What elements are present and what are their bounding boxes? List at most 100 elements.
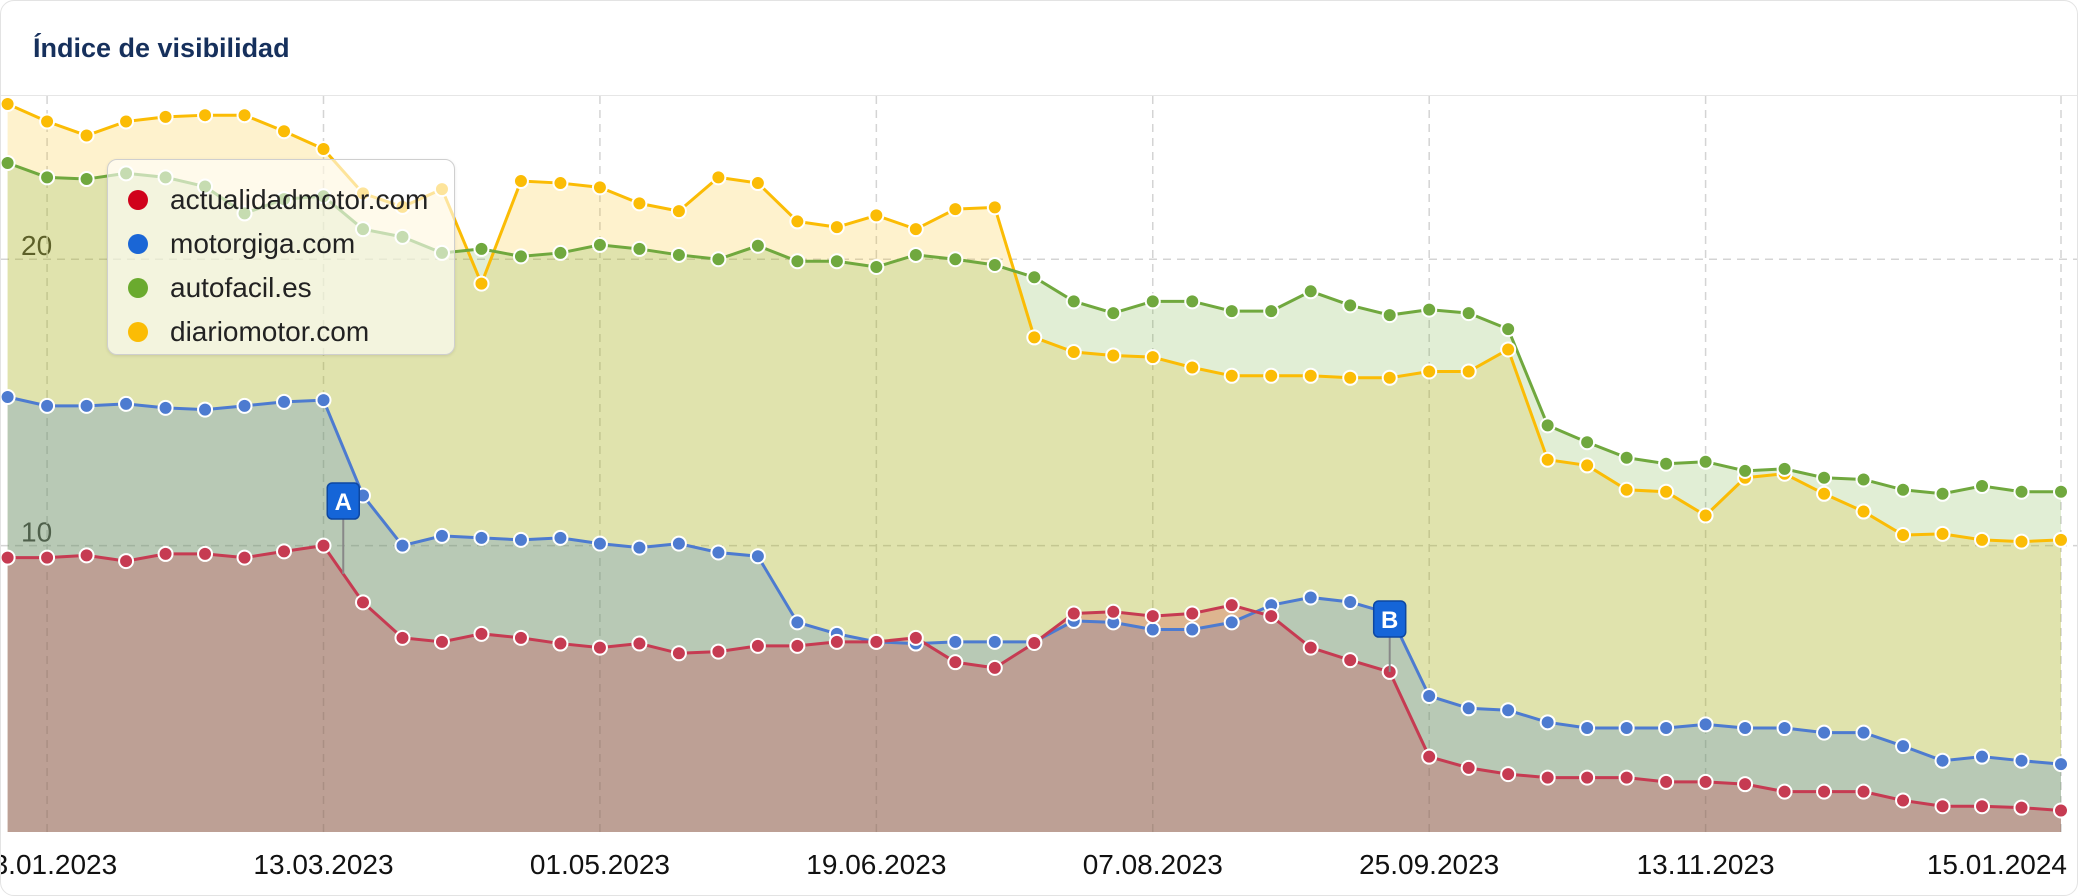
legend-item-motorgiga[interactable]: motorgiga.com (128, 224, 355, 264)
data-point (394, 629, 411, 646)
data-point (1105, 305, 1122, 322)
data-point (631, 195, 648, 212)
data-point (512, 531, 529, 548)
data-point (1460, 700, 1477, 717)
data-point (1184, 359, 1201, 376)
data-point (1776, 460, 1793, 477)
area-diariomotor-com (7, 104, 2061, 832)
legend-label: diariomotor.com (170, 316, 370, 347)
data-point (1, 549, 16, 566)
data-point (1184, 293, 1201, 310)
legend-label: actualidadmotor.com (170, 184, 429, 215)
data-point (1855, 471, 1872, 488)
data-point (473, 625, 490, 642)
data-point (1816, 783, 1833, 800)
data-point (1855, 783, 1872, 800)
data-point (670, 203, 687, 220)
data-point (789, 253, 806, 270)
data-point (1026, 634, 1043, 651)
data-point (1974, 748, 1991, 765)
data-point (1263, 303, 1280, 320)
data-point (947, 654, 964, 671)
data-point (1342, 652, 1359, 669)
legend-dot-icon (128, 234, 148, 254)
annotation-marker-B (1372, 600, 1407, 638)
data-point (197, 401, 214, 418)
data-point (2053, 802, 2069, 819)
data-point (1618, 481, 1635, 498)
legend-dot-icon (128, 278, 148, 298)
data-point (2013, 799, 2030, 816)
data-point (828, 253, 845, 270)
annotation-label: B (1381, 607, 1398, 634)
data-point (986, 199, 1003, 216)
chart-legend: actualidadmotor.com motorgiga.com autofa… (107, 159, 455, 355)
data-point (789, 213, 806, 230)
x-tick-label: 07.08.2023 (1083, 849, 1223, 880)
data-point (1500, 702, 1517, 719)
data-point (1697, 507, 1714, 524)
data-point (1500, 321, 1517, 338)
data-point (1381, 369, 1398, 386)
data-point (1658, 483, 1675, 500)
data-point (78, 171, 95, 188)
data-point (986, 256, 1003, 273)
data-point (2053, 531, 2069, 548)
data-point (1737, 776, 1754, 793)
data-point (1421, 301, 1438, 318)
data-point (1658, 455, 1675, 472)
data-point (276, 393, 293, 410)
card-header: Índice de visibilidad (1, 1, 2077, 96)
data-point (1105, 603, 1122, 620)
data-point (1, 96, 16, 113)
legend-item-diariomotor[interactable]: diariomotor.com (128, 312, 369, 352)
data-point (276, 123, 293, 140)
x-tick-label: 23.01.2023 (1, 849, 117, 880)
data-point (1500, 341, 1517, 358)
data-point (1342, 297, 1359, 314)
data-point (591, 639, 608, 656)
data-point (1618, 769, 1635, 786)
data-point (1460, 305, 1477, 322)
data-point (1460, 363, 1477, 380)
legend-item-actualidadmotor[interactable]: actualidadmotor.com (128, 180, 428, 220)
data-point (1144, 621, 1161, 638)
data-point (552, 529, 569, 546)
data-point (947, 201, 964, 218)
data-point (1342, 594, 1359, 611)
data-point (1816, 469, 1833, 486)
data-point (631, 240, 648, 257)
annotation-marker-A (326, 482, 361, 520)
data-point (749, 237, 766, 254)
data-point (947, 251, 964, 268)
data-point (433, 527, 450, 544)
data-point (947, 633, 964, 650)
data-point (1, 155, 16, 172)
data-point (1500, 766, 1517, 783)
data-point (1737, 462, 1754, 479)
data-point (552, 175, 569, 192)
data-point (670, 246, 687, 263)
legend-dot-icon (128, 190, 148, 210)
data-point (157, 399, 174, 416)
data-point (828, 633, 845, 650)
data-point (1144, 608, 1161, 625)
data-point (118, 395, 135, 412)
data-point (1342, 369, 1359, 386)
data-point (710, 169, 727, 186)
data-point (1697, 773, 1714, 790)
data-point (1105, 347, 1122, 364)
data-point (1302, 283, 1319, 300)
data-point (670, 535, 687, 552)
legend-label: autofacil.es (170, 272, 312, 303)
data-point (1934, 798, 1951, 815)
data-point (39, 549, 56, 566)
data-point (1776, 783, 1793, 800)
data-point (631, 539, 648, 556)
data-point (1895, 527, 1912, 544)
data-point (236, 549, 253, 566)
legend-item-autofacil[interactable]: autofacil.es (128, 268, 312, 308)
data-point (78, 547, 95, 564)
data-point (1539, 769, 1556, 786)
